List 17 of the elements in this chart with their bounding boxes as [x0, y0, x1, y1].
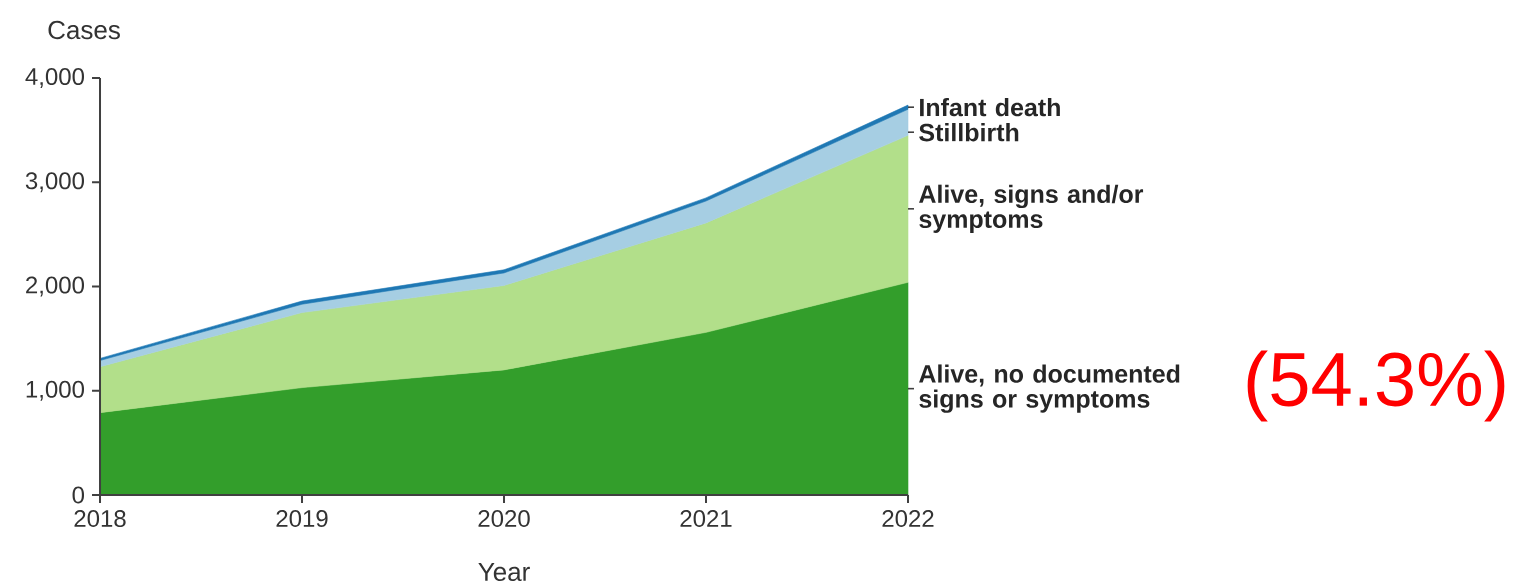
- y-tick-label: 1,000: [26, 380, 85, 401]
- x-axis-title: Year: [478, 562, 530, 582]
- x-tick-label: 2021: [680, 510, 732, 528]
- y-tick-label: 3,000: [25, 172, 85, 193]
- x-tick-label: 2020: [478, 510, 530, 528]
- y-tick-label: 4,000: [25, 68, 85, 88]
- series-label: Stillbirth: [919, 123, 1019, 142]
- text: (54.3%): [1247, 350, 1505, 422]
- series-label: Alive, no documented signs or symptoms: [919, 364, 1180, 413]
- x-tick-label: 2019: [276, 510, 328, 528]
- y-tick-label: 0: [72, 486, 85, 504]
- x-tick-label: 2022: [882, 510, 934, 528]
- x-tick-label: 2018: [74, 510, 126, 528]
- y-tick-label: 2,000: [26, 276, 85, 297]
- series-label: Infant death: [920, 97, 1060, 117]
- y-axis-title: Cases: [48, 20, 120, 40]
- series-label: Alive, signs and/or symptoms: [919, 184, 1144, 233]
